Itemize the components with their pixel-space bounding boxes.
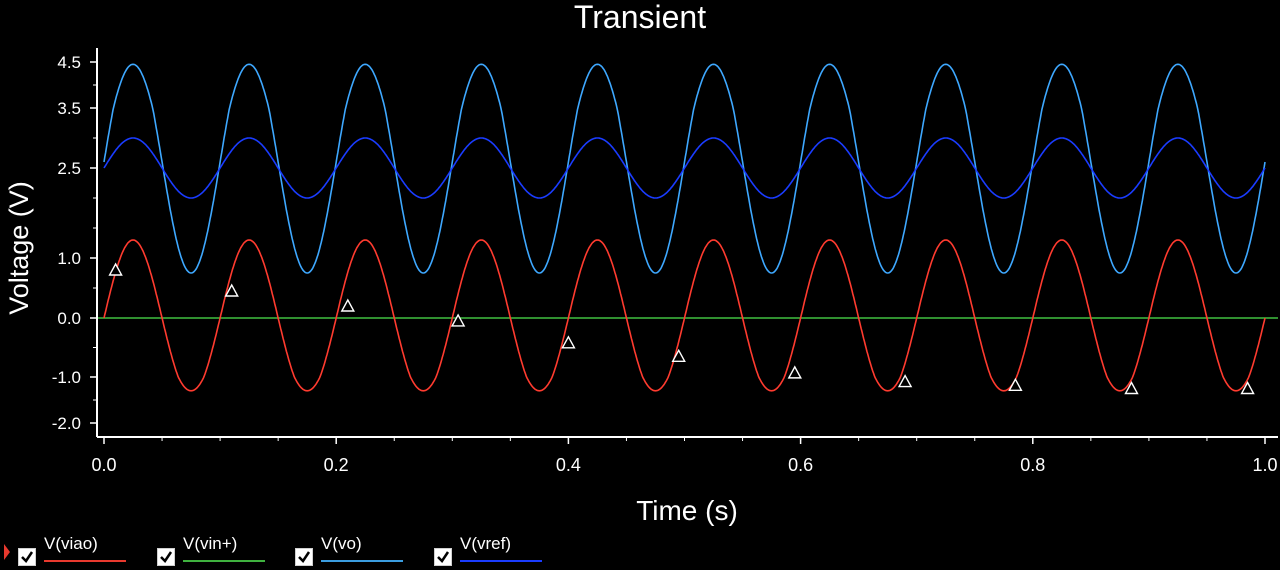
axes [96, 48, 1278, 438]
x-tick-label: 0.6 [788, 455, 813, 475]
legend-item-viao[interactable]: V(viao) [18, 532, 142, 568]
marker-layer [108, 262, 1255, 395]
data-marker-triangle [450, 313, 466, 327]
x-tick-label: 1.0 [1252, 455, 1277, 475]
series-line-v-vref- [103, 137, 1266, 199]
x-axis-label: Time (s) [636, 495, 738, 526]
y-tick-label: 3.5 [57, 99, 81, 118]
data-marker-triangle [224, 283, 239, 297]
x-tick-label: 0.4 [556, 455, 581, 475]
legend-label-viao: V(viao) [44, 534, 98, 553]
data-marker-triangle [897, 374, 913, 388]
data-marker-triangle [671, 348, 686, 363]
legend-checkbox-vref[interactable] [434, 548, 452, 566]
series-line-v-vo- [103, 63, 1266, 274]
chart-title: Transient [574, 0, 706, 35]
legend-item-vref[interactable]: V(vref) [434, 532, 558, 568]
x-tick-label: 0.8 [1020, 455, 1045, 475]
legend-checkbox-viao[interactable] [18, 548, 36, 566]
data-marker-triangle [1124, 381, 1139, 395]
data-marker-triangle [787, 365, 802, 379]
y-tick-label: 4.5 [57, 53, 81, 72]
data-marker-triangle [108, 262, 123, 276]
y-tick-label: -2.0 [52, 414, 81, 433]
checkmark-icon [298, 551, 311, 563]
x-tick-label: 0.2 [324, 455, 349, 475]
legend-label-vref: V(vref) [460, 534, 511, 553]
legend-item-vin-plus[interactable]: V(vin+) [157, 532, 281, 568]
y-axis-label: Voltage (V) [4, 181, 34, 315]
y-axis-ticks: 4.5 3.5 2.5 1.0 0.0 -1.0 -2.0 [52, 53, 97, 433]
chart-plot-area: Transient Voltage (V) Time (s) 4.5 3.5 2.5… [4, 0, 1278, 526]
y-tick-label: -1.0 [52, 368, 81, 387]
series-lines [98, 63, 1278, 392]
selected-series-indicator [4, 544, 10, 560]
data-marker-triangle [340, 298, 355, 312]
series-line-v-viao- [103, 239, 1266, 392]
legend-swatch-vref [460, 560, 542, 562]
legend-label-vo: V(vo) [321, 534, 362, 553]
legend-swatch-viao [44, 560, 126, 562]
y-tick-label: 0.0 [57, 309, 81, 328]
legend-swatch-vo [321, 560, 403, 562]
checkmark-icon [160, 551, 173, 563]
data-marker-triangle [561, 335, 576, 349]
legend-swatch-vin-plus [183, 560, 265, 562]
x-tick-label: 0.0 [91, 455, 116, 475]
y-tick-label: 1.0 [57, 249, 81, 268]
y-tick-label: 2.5 [57, 159, 81, 178]
legend-label-vin-plus: V(vin+) [183, 534, 238, 553]
x-axis-ticks: 0.0 0.2 0.4 0.6 0.8 1.0 [91, 437, 1278, 475]
legend-checkbox-vin-plus[interactable] [157, 548, 175, 566]
data-marker-triangle [1240, 381, 1255, 395]
checkmark-icon [21, 551, 34, 563]
legend-checkbox-vo[interactable] [295, 548, 313, 566]
checkmark-icon [437, 551, 450, 563]
data-marker-triangle [1008, 377, 1023, 391]
legend-item-vo[interactable]: V(vo) [295, 532, 419, 568]
